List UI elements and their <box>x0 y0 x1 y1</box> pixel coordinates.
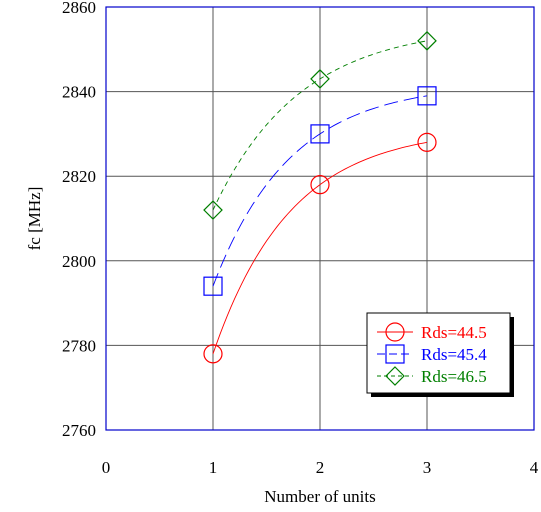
y-axis-label: fc [MHz] <box>25 187 44 251</box>
markers <box>203 30 437 364</box>
legend-label-3: Rds=46.5 <box>421 367 487 386</box>
y-tick-label: 2840 <box>62 83 96 102</box>
data-point-3-1 <box>203 200 223 220</box>
data-point-1-1 <box>203 344 223 364</box>
legend-marker-2 <box>385 344 405 364</box>
data-point-2-1 <box>203 276 223 296</box>
x-tick-label: 4 <box>530 458 539 477</box>
legend: Rds=44.5 Rds=45.4 Rds=46.5 <box>366 312 514 397</box>
x-axis-label: Number of units <box>264 487 375 506</box>
series-line-2 <box>212 95 428 287</box>
x-tick-labels: 0 1 2 3 4 <box>102 458 539 477</box>
legend-label-2: Rds=45.4 <box>421 345 487 364</box>
legend-box <box>366 312 511 394</box>
y-tick-label: 2780 <box>62 336 96 355</box>
data-point-2-2 <box>310 124 330 144</box>
data-point-1-3 <box>417 132 437 152</box>
plot-frame <box>105 6 535 431</box>
data-point-1-2 <box>310 175 330 195</box>
data-point-2-3 <box>417 86 437 106</box>
y-tick-label: 2760 <box>62 421 96 440</box>
x-tick-label: 1 <box>209 458 218 477</box>
y-tick-label: 2820 <box>62 167 96 186</box>
legend-marker-1 <box>385 322 405 342</box>
legend-marker-3 <box>385 366 405 386</box>
legend-label-1: Rds=44.5 <box>421 323 487 342</box>
data-point-3-3 <box>417 30 437 51</box>
y-tick-labels: 2760 2780 2800 2820 2840 2860 <box>62 0 96 440</box>
data-point-3-2 <box>310 69 330 89</box>
series-line-1 <box>212 141 428 355</box>
y-tick-label: 2860 <box>62 0 96 17</box>
series-line-3 <box>212 40 428 211</box>
x-tick-label: 2 <box>316 458 325 477</box>
x-tick-label: 3 <box>423 458 432 477</box>
curves <box>212 40 428 355</box>
x-tick-label: 0 <box>102 458 111 477</box>
y-tick-label: 2800 <box>62 252 96 271</box>
